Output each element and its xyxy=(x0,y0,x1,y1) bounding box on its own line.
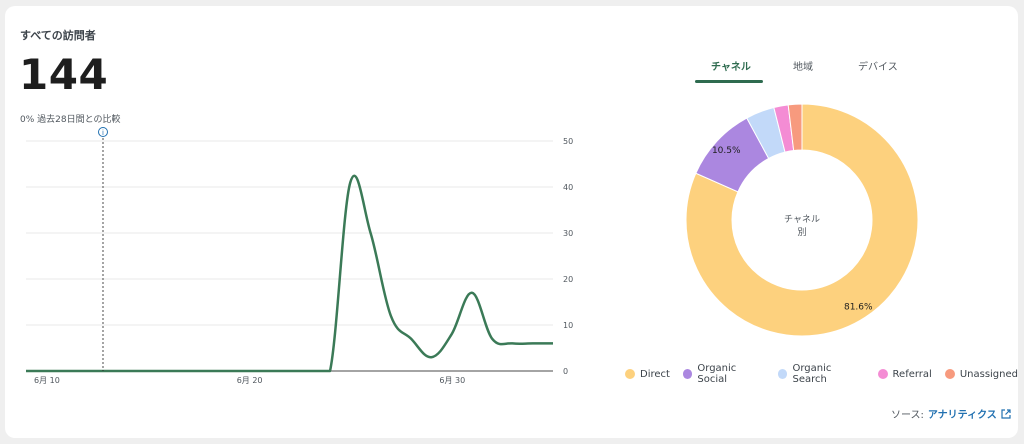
y-tick-label: 50 xyxy=(563,137,573,146)
x-tick-label: 6月 20 xyxy=(237,376,263,385)
tab-channel[interactable]: チャネル xyxy=(711,62,751,73)
slice-label: 81.6% xyxy=(844,302,873,312)
legend-label: Organic Search xyxy=(792,363,832,385)
visitor-total: 144 xyxy=(19,50,109,99)
legend-item-organic-social[interactable]: Organic Social xyxy=(682,363,765,385)
legend-item-unassigned[interactable]: Unassigned xyxy=(944,363,1018,385)
donut-legend: Direct Organic Social Organic Search Ref… xyxy=(625,363,1018,385)
x-tick-label: 6月 30 xyxy=(439,376,465,385)
legend-item-organic-search[interactable]: Organic Search xyxy=(778,363,865,385)
legend-swatch xyxy=(682,369,693,379)
legend-swatch xyxy=(877,369,888,379)
donut-slice-unassigned xyxy=(787,103,803,152)
legend-swatch xyxy=(625,369,635,379)
donut-center-label: 別 xyxy=(797,227,806,238)
visitors-card: すべての訪問者 144 0% 過去28日間との比較 0 10 20 30 40 50 6月 … xyxy=(5,6,1018,438)
legend-swatch xyxy=(944,369,955,379)
info-icon-glyph: i xyxy=(102,129,104,137)
source-attribution: ソース: アナリティクス xyxy=(891,406,1011,421)
analytics-link[interactable]: アナリティクス xyxy=(927,410,997,421)
y-tick-label: 0 xyxy=(563,367,568,376)
legend-label: Referral xyxy=(892,368,932,380)
donut-center-label: チャネル xyxy=(784,214,820,225)
legend-item-direct[interactable]: Direct xyxy=(625,363,670,385)
legend-label: Organic Social xyxy=(697,363,737,385)
legend-label: Direct xyxy=(640,368,670,380)
x-tick-label: 6月 10 xyxy=(34,376,60,385)
tab-region[interactable]: 地域 xyxy=(793,62,813,73)
legend-item-referral[interactable]: Referral xyxy=(877,363,932,385)
donut-slice-direct xyxy=(685,103,919,337)
series-line xyxy=(26,174,553,373)
source-prefix: ソース: xyxy=(891,410,924,421)
legend-label: Unassigned xyxy=(959,368,1018,380)
legend-swatch xyxy=(778,369,788,379)
active-tab-underline xyxy=(695,80,763,83)
y-tick-label: 20 xyxy=(563,275,573,284)
y-tick-label: 10 xyxy=(563,321,573,330)
info-icon xyxy=(98,127,108,137)
visitors-line-chart[interactable]: 0 10 20 30 40 50 6月 10 6月 20 6月 30 i xyxy=(5,6,1018,438)
slice-label: 10.5% xyxy=(712,146,741,156)
external-link-icon[interactable] xyxy=(1001,408,1011,419)
y-tick-label: 30 xyxy=(563,229,573,238)
card-title: すべての訪問者 xyxy=(20,29,96,42)
comparison-text: 0% 過去28日間との比較 xyxy=(20,115,121,125)
breakdown-tabs: チャネル 地域 デバイス xyxy=(695,56,915,84)
y-tick-label: 40 xyxy=(563,183,573,192)
tab-device[interactable]: デバイス xyxy=(858,62,898,73)
